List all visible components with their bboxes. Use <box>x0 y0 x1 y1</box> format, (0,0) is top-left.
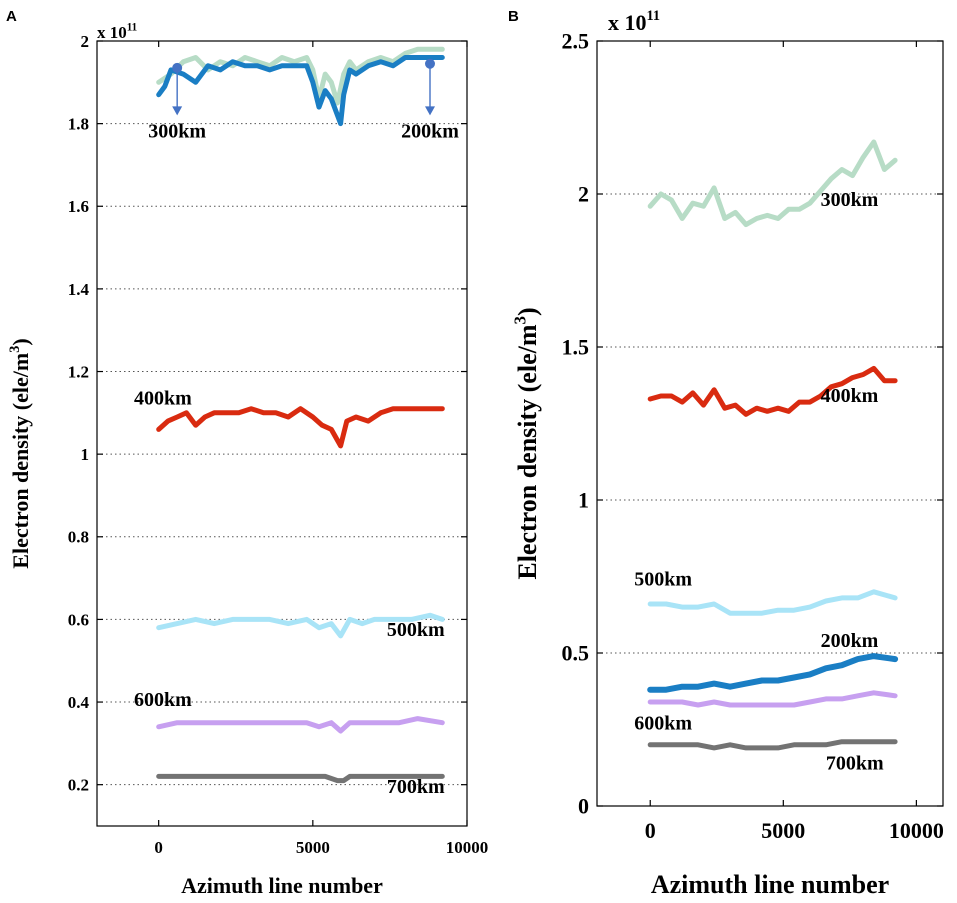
series-label: 200km <box>821 630 879 652</box>
series-line-700km <box>647 739 898 751</box>
annotation-arrow-head <box>172 106 183 116</box>
x-axis-title: Azimuth line number <box>181 873 383 898</box>
series-label: 500km <box>634 569 692 591</box>
series-line-500km <box>156 612 445 639</box>
series-line-200km <box>156 55 445 127</box>
y-axis-title-ylabel: Electron density (ele/m <box>513 324 542 579</box>
axes-frame <box>596 40 944 807</box>
series-label: 700km <box>387 776 445 798</box>
x-tick-label: 0 <box>645 818 656 843</box>
y-tick-label: 2 <box>81 32 90 51</box>
panel-letter-a: A <box>6 8 17 25</box>
series-label: 300km <box>821 189 879 211</box>
x-tick-label: 5000 <box>296 838 330 857</box>
axis-exponent-base: x 10 <box>608 10 647 35</box>
panel-a-chart: 300km 200km 400km 500km 600km 700km 0.2 0.4 0.6 0… <box>7 21 488 898</box>
series-label: 700km <box>826 752 884 774</box>
panel-b-chart: 300km 400km 500km 200km 600km 700km 0 0.5 1 1.5 2 2… <box>511 8 944 899</box>
y-tick-label: 1.2 <box>68 362 89 381</box>
y-axis-title-ylabel_sup: 3 <box>511 316 530 324</box>
y-tick-label: 2 <box>578 182 589 207</box>
y-tick-label: 0.2 <box>68 776 89 795</box>
axis-exponent-base: x 10 <box>97 23 127 42</box>
series-line-600km <box>647 690 898 708</box>
series-line-700km <box>156 773 445 784</box>
y-axis-title: Electron density (ele/m3) <box>7 338 33 568</box>
annotation-arrow-head <box>425 106 435 116</box>
y-tick-label: 0.5 <box>562 641 590 666</box>
y-tick-label: 1.6 <box>68 197 89 216</box>
axis-exponent: x 1011 <box>97 21 137 42</box>
y-tick-label: 0.8 <box>68 528 89 547</box>
axis-exponent: x 1011 <box>608 8 660 35</box>
y-tick-label: 0.6 <box>68 610 89 629</box>
series-line-600km <box>156 716 445 734</box>
series-line-400km <box>156 406 445 449</box>
axes-frame <box>96 40 468 827</box>
axis-exponent-power: 11 <box>647 8 661 24</box>
y-axis-title-ylabel_close: ) <box>8 338 33 345</box>
series-line-400km <box>647 365 898 417</box>
y-tick-label: 1 <box>578 488 589 513</box>
annotation-label: 300km <box>148 120 206 142</box>
series-label: 400km <box>134 388 192 410</box>
x-tick-label: 5000 <box>761 818 805 843</box>
x-tick-label: 0 <box>154 838 163 857</box>
series-label: 500km <box>387 619 445 641</box>
y-tick-label: 1.8 <box>68 115 89 134</box>
y-axis-title-ylabel_close: ) <box>513 307 542 316</box>
y-axis-title: Electron density (ele/m3) <box>511 307 542 579</box>
y-tick-label: 1 <box>81 445 90 464</box>
series-label: 400km <box>821 385 879 407</box>
axis-exponent-power: 11 <box>127 21 137 33</box>
series-line-200km <box>647 653 899 693</box>
series-line-300km <box>647 139 898 228</box>
x-tick-label: 10000 <box>446 838 489 857</box>
panel-letter-b: B <box>508 8 519 25</box>
series-line-500km <box>647 589 898 616</box>
series-label: 600km <box>634 713 692 735</box>
y-axis-title-ylabel_sup: 3 <box>7 346 23 353</box>
annotation-label: 200km <box>401 120 459 142</box>
x-tick-label: 10000 <box>889 818 944 843</box>
y-tick-label: 0.4 <box>68 693 90 712</box>
y-tick-label: 1.4 <box>68 280 90 299</box>
annotation-marker <box>425 58 435 69</box>
x-axis-title: Azimuth line number <box>651 870 889 899</box>
series-label: 600km <box>134 689 192 711</box>
y-tick-label: 2.5 <box>562 29 590 54</box>
y-tick-label: 0 <box>578 794 589 819</box>
y-axis-title-ylabel: Electron density (ele/m <box>8 353 33 569</box>
y-tick-label: 1.5 <box>562 335 590 360</box>
